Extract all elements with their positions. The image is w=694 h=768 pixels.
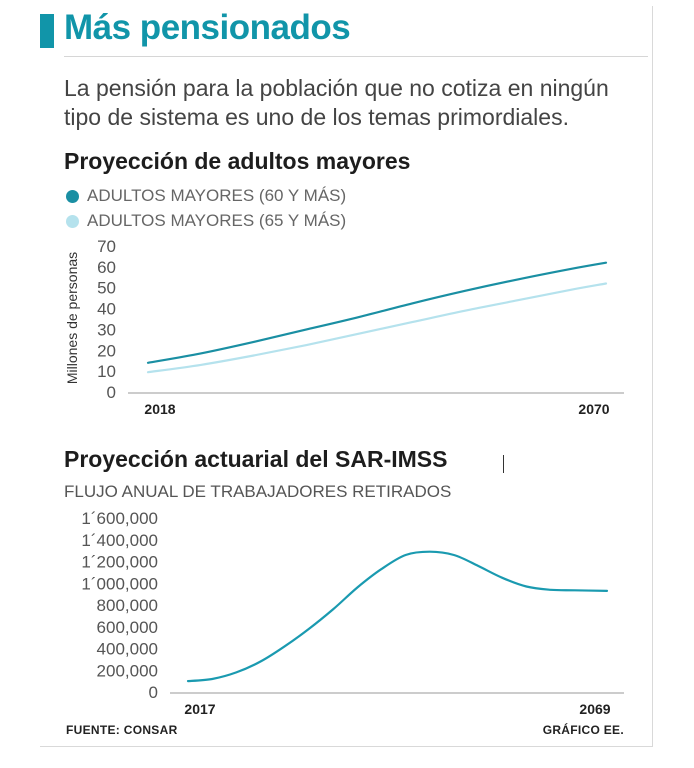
chart1-ytick-label: 10 — [97, 362, 116, 381]
chart1-y-axis-label: Millones de personas — [64, 252, 80, 384]
source-note: FUENTE: CONSAR — [66, 723, 178, 737]
title-accent-bar — [40, 14, 54, 48]
chart2-series-line-1 — [186, 550, 609, 683]
page-title: Más pensionados — [64, 8, 351, 47]
text-cursor — [503, 455, 504, 473]
chart1-heading: Proyección de adultos mayores — [64, 148, 411, 174]
legend-label-60: ADULTOS MAYORES (60 Y MÁS) — [87, 186, 347, 205]
chart2-xtick-label: 2017 — [184, 701, 215, 717]
chart1-ytick-label: 70 — [97, 237, 116, 256]
legend-label-65: ADULTOS MAYORES (65 Y MÁS) — [87, 211, 347, 230]
chart2-ytick-label: 1´200,000 — [81, 553, 158, 572]
chart2-ytick-label: 800,000 — [97, 596, 158, 615]
chart1-ytick-label: 0 — [107, 383, 116, 402]
graphic-frame — [40, 6, 653, 747]
chart1-series-line-2 — [146, 282, 608, 374]
chart1-ytick-label: 20 — [97, 341, 116, 360]
chart1-xtick-label: 2018 — [144, 401, 175, 417]
chart1-ytick-label: 60 — [97, 258, 116, 277]
chart2-ytick-label: 1´600,000 — [81, 509, 158, 528]
chart2-subtitle: FLUJO ANUAL DE TRABAJADORES RETIRADOS — [64, 482, 452, 501]
chart1-ytick-label: 30 — [97, 320, 116, 339]
chart2-xtick-label: 2069 — [579, 701, 610, 717]
chart1-ytick-label: 40 — [97, 300, 116, 319]
graphic-credit: GRÁFICO EE. — [542, 723, 624, 737]
chart1-series-line-1 — [146, 261, 608, 364]
intro-text: La pensión para la población que no coti… — [64, 75, 609, 130]
chart2-heading: Proyección actuarial del SAR-IMSS — [64, 446, 448, 472]
chart2-ytick-label: 400,000 — [97, 640, 158, 659]
chart2-ytick-label: 1´000,000 — [81, 574, 158, 593]
title-divider — [64, 56, 648, 57]
legend-item-60: ADULTOS MAYORES (60 Y MÁS) — [66, 186, 346, 206]
chart1-ytick-label: 50 — [97, 279, 116, 298]
chart2-ytick-label: 600,000 — [97, 618, 158, 637]
chart2-ytick-label: 200,000 — [97, 661, 158, 680]
legend-dot-60 — [66, 189, 79, 203]
chart1-xtick-label: 2070 — [578, 401, 609, 417]
chart2-ytick-label: 0 — [149, 683, 158, 702]
chart2-ytick-label: 1´400,000 — [81, 531, 158, 550]
legend-dot-65 — [66, 214, 79, 228]
legend-item-65: ADULTOS MAYORES (65 Y MÁS) — [66, 211, 346, 231]
